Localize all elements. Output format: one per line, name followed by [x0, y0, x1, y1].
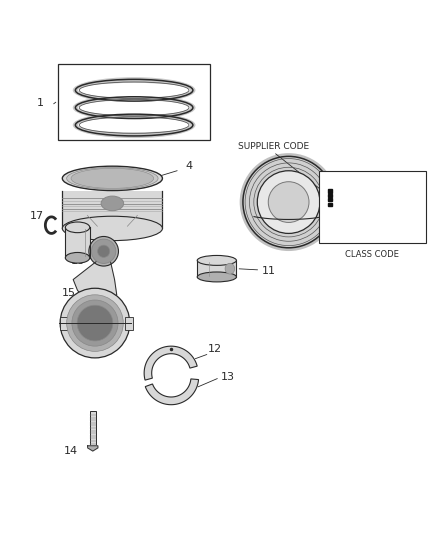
Ellipse shape [268, 182, 309, 222]
Text: 15: 15 [62, 288, 76, 297]
Ellipse shape [243, 156, 334, 248]
Text: 13: 13 [221, 373, 235, 383]
Bar [65, 228, 90, 258]
Text: 8 = CL.B + 0.1: 8 = CL.B + 0.1 [323, 221, 383, 227]
Ellipse shape [197, 255, 237, 265]
Ellipse shape [67, 167, 158, 189]
Ellipse shape [65, 222, 90, 233]
Bar [90, 411, 95, 446]
Bar [319, 171, 426, 243]
Bar [328, 194, 332, 197]
Ellipse shape [240, 153, 338, 251]
Ellipse shape [225, 263, 235, 274]
Ellipse shape [60, 288, 130, 358]
Ellipse shape [62, 166, 162, 191]
Text: 1 = CL.A: 1 = CL.A [323, 176, 359, 183]
Bar [328, 203, 332, 206]
Text: 3 = CL.C: 3 = CL.C [323, 199, 358, 205]
Ellipse shape [101, 196, 124, 211]
Ellipse shape [78, 100, 190, 115]
Text: 9 = CL.C + 0.1: 9 = CL.C + 0.1 [323, 232, 383, 238]
Ellipse shape [98, 245, 110, 257]
Polygon shape [144, 346, 197, 380]
Ellipse shape [78, 118, 190, 133]
Bar [197, 261, 237, 277]
Polygon shape [145, 379, 198, 405]
Text: 2 = CL.B: 2 = CL.B [323, 188, 358, 193]
Ellipse shape [73, 77, 195, 103]
Ellipse shape [73, 112, 195, 138]
Ellipse shape [77, 305, 113, 341]
Text: 14: 14 [64, 447, 78, 456]
Bar [58, 64, 210, 140]
Ellipse shape [92, 239, 116, 263]
Bar [125, 317, 133, 329]
Ellipse shape [78, 83, 190, 98]
Ellipse shape [65, 253, 90, 263]
Bar [60, 317, 68, 329]
Ellipse shape [71, 168, 154, 188]
Bar [328, 198, 332, 201]
Ellipse shape [73, 94, 195, 120]
Text: 4: 4 [185, 161, 192, 172]
Text: SUPPLIER CODE: SUPPLIER CODE [238, 142, 309, 151]
Bar [62, 191, 162, 229]
Text: 11: 11 [262, 266, 276, 276]
Text: CLASS CODE: CLASS CODE [346, 251, 399, 260]
Ellipse shape [72, 300, 118, 346]
Text: 1: 1 [37, 98, 44, 108]
Ellipse shape [67, 295, 123, 351]
Polygon shape [73, 257, 117, 303]
Text: 16: 16 [71, 256, 85, 266]
Ellipse shape [197, 272, 237, 282]
Text: 17: 17 [30, 211, 44, 221]
Ellipse shape [257, 171, 320, 233]
Bar [328, 189, 332, 192]
Polygon shape [88, 446, 98, 451]
Text: 12: 12 [208, 344, 222, 354]
Ellipse shape [89, 237, 118, 266]
Ellipse shape [62, 216, 162, 240]
Text: 7 = CL.A + 0.1: 7 = CL.A + 0.1 [323, 209, 383, 216]
